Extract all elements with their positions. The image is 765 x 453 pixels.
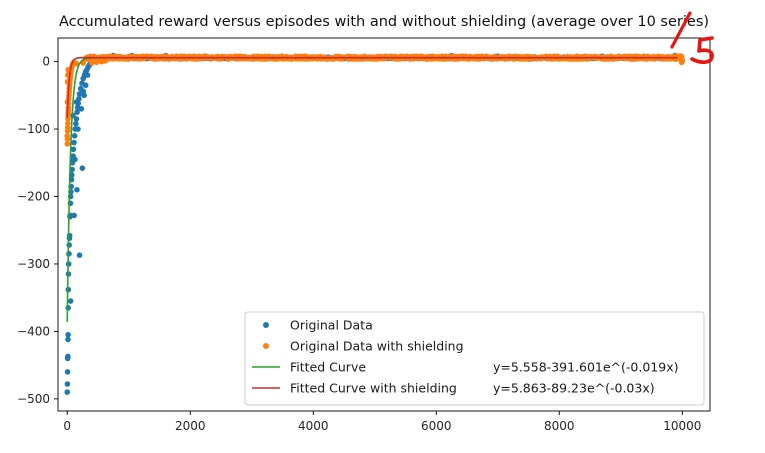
shielding-data-point bbox=[93, 59, 100, 66]
y-tick-label: −100 bbox=[17, 122, 50, 136]
original-data-point bbox=[79, 165, 86, 171]
shielding-data-point bbox=[73, 60, 80, 67]
original-data-point bbox=[76, 252, 83, 258]
original-data-point bbox=[74, 186, 80, 193]
plot-content bbox=[64, 52, 686, 395]
original-data-point bbox=[73, 116, 80, 122]
y-tick-label: −300 bbox=[17, 257, 50, 271]
annotation-stroke bbox=[670, 11, 692, 49]
legend-label: Fitted Curve with shielding bbox=[290, 381, 457, 396]
original-data-point bbox=[71, 212, 77, 219]
x-tick-label: 8000 bbox=[544, 419, 575, 433]
shielding-data-point bbox=[64, 136, 71, 142]
legend-equation: y=5.863-89.23e^(-0.03x) bbox=[493, 381, 655, 396]
axes: 0 2000 4000 6000 8000 10000 0 −100 −200 −300 −400 −… bbox=[17, 37, 711, 433]
original-data-point bbox=[73, 99, 80, 105]
annotation-stroke bbox=[690, 36, 714, 64]
legend-label: Original Data with shielding bbox=[290, 339, 464, 354]
x-tick-label: 6000 bbox=[421, 419, 452, 433]
original-data-point bbox=[65, 331, 71, 338]
original-data-point bbox=[73, 120, 79, 127]
legend-box bbox=[244, 311, 705, 406]
legend: Original Data Original Data with shieldin… bbox=[244, 311, 705, 406]
original-data-point bbox=[74, 109, 80, 115]
fitted-curve-shielding-line bbox=[66, 56, 678, 118]
shielding-data-point bbox=[678, 59, 685, 66]
original-data-point bbox=[71, 139, 77, 146]
original-data-point bbox=[80, 88, 87, 95]
legend-equation: y=5.558-391.601e^(-0.019x) bbox=[493, 360, 678, 375]
original-data-point bbox=[75, 126, 81, 132]
handwritten-annotation bbox=[670, 11, 714, 64]
y-tick-label: 0 bbox=[42, 55, 50, 69]
x-tick-label: 2000 bbox=[175, 419, 206, 433]
shielding-data-point bbox=[65, 120, 71, 127]
shielding-data-point bbox=[64, 141, 71, 147]
chart-title: Accumulated reward versus episodes with … bbox=[59, 14, 709, 30]
plot-area bbox=[64, 52, 686, 395]
y-tick-label: −200 bbox=[17, 190, 50, 204]
legend-marker bbox=[263, 322, 269, 328]
x-tick-label: 10000 bbox=[663, 419, 701, 433]
shielding-data-point bbox=[89, 60, 95, 66]
original-data-point bbox=[65, 353, 71, 360]
y-tick-label: −400 bbox=[17, 324, 50, 338]
original-data-point bbox=[70, 146, 77, 153]
original-data-point bbox=[65, 336, 71, 343]
original-data-point bbox=[78, 106, 85, 112]
x-tick-label: 0 bbox=[63, 419, 71, 433]
fitted-curve-line bbox=[66, 57, 678, 322]
original-data-point bbox=[64, 369, 71, 375]
original-data-point bbox=[66, 242, 72, 248]
shielding-data-point bbox=[102, 58, 109, 64]
x-tick-label: 4000 bbox=[298, 419, 329, 433]
original-data-point bbox=[82, 82, 89, 89]
legend-label: Fitted Curve bbox=[290, 360, 366, 375]
original-data-point bbox=[71, 133, 78, 139]
legend-marker bbox=[263, 343, 269, 349]
legend-label: Original Data bbox=[290, 318, 373, 333]
original-data-point bbox=[67, 298, 74, 304]
shielding-data-point bbox=[64, 124, 71, 131]
original-data-point bbox=[64, 389, 71, 395]
original-data-point bbox=[64, 381, 71, 387]
y-tick-label: −500 bbox=[17, 392, 50, 406]
original-data-point bbox=[72, 156, 78, 163]
axes-frame bbox=[57, 37, 711, 412]
original-data-point bbox=[84, 72, 91, 78]
